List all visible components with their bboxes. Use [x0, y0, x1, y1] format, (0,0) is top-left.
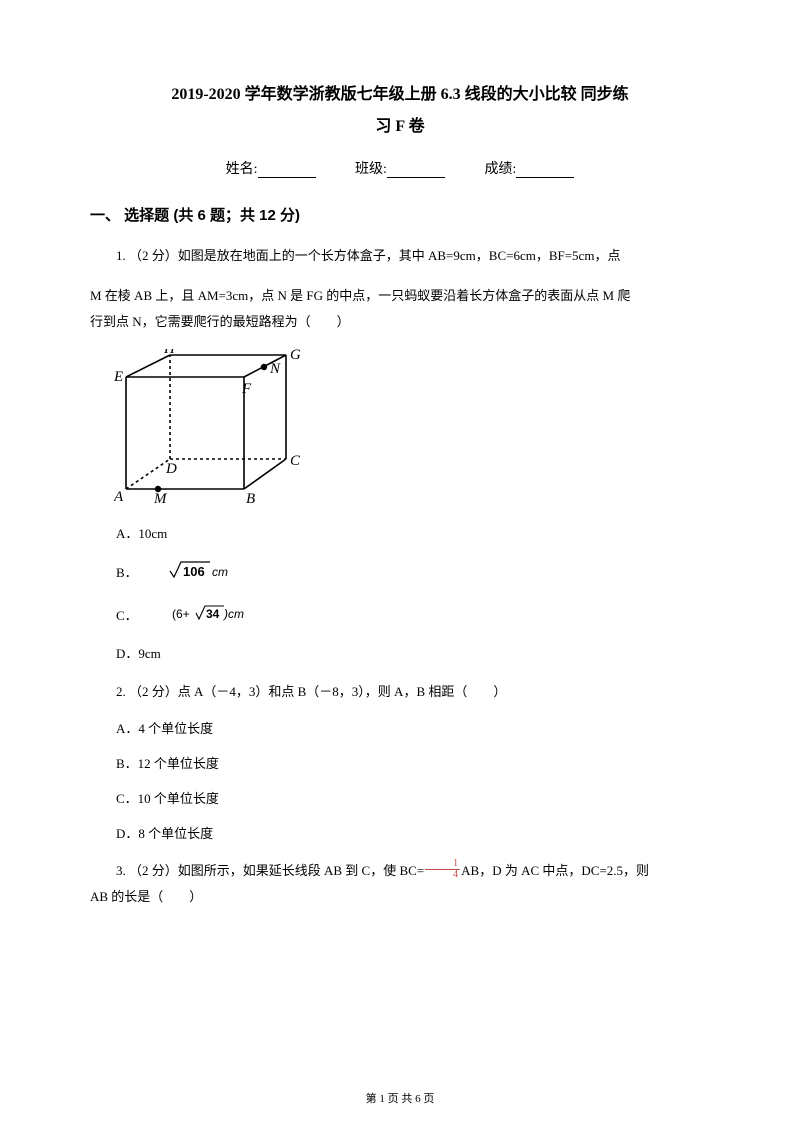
- q1-optc-label: C．: [90, 606, 138, 627]
- svg-text:E: E: [114, 369, 123, 385]
- svg-text:106: 106: [183, 564, 205, 579]
- svg-text:D: D: [165, 461, 177, 477]
- q1-option-a: A．10cm: [90, 524, 710, 545]
- svg-text:F: F: [241, 381, 252, 397]
- title-line-1: 2019-2020 学年数学浙教版七年级上册 6.3 线段的大小比较 同步练: [90, 80, 710, 104]
- section-1-header: 一、 选择题 (共 6 题；共 12 分): [90, 204, 710, 225]
- fraction-one-quarter-icon: 14: [425, 859, 460, 880]
- q2-option-d: D．8 个单位长度: [90, 824, 710, 845]
- svg-text:H: H: [163, 349, 176, 357]
- sqrt-106-icon: 106 cm: [142, 559, 238, 588]
- info-row: 姓名: 班级: 成绩:: [90, 158, 710, 178]
- name-label: 姓名:: [226, 162, 258, 177]
- class-label: 班级:: [355, 162, 387, 177]
- title-line-2: 习 F 卷: [90, 112, 710, 136]
- svg-text:N: N: [269, 361, 281, 377]
- q1-option-d: D．9cm: [90, 644, 710, 665]
- q1-optb-label: B．: [90, 563, 138, 584]
- q1-option-c: C． (6+ 34 )cm: [90, 602, 710, 631]
- svg-text:C: C: [290, 453, 300, 469]
- box-figure: A B C D E F G H M N: [114, 349, 710, 508]
- class-blank: [387, 164, 445, 178]
- q2-option-c: C．10 个单位长度: [90, 789, 710, 810]
- svg-text:(6+: (6+: [172, 607, 190, 621]
- svg-text:B: B: [246, 491, 255, 503]
- q2-line: 2. （2 分）点 A（－4，3）和点 B（－8，3），则 A，B 相距（ ）: [90, 679, 710, 705]
- q1-line3: 行到点 N，它需要爬行的最短路程为（ ）: [90, 309, 710, 335]
- svg-text:34: 34: [206, 607, 220, 621]
- q1-line2: M 在棱 AB 上，且 AM=3cm，点 N 是 FG 的中点，一只蚂蚁要沿着长…: [90, 283, 710, 309]
- svg-text:M: M: [153, 491, 168, 503]
- score-blank: [516, 164, 574, 178]
- expr-6-plus-sqrt34-icon: (6+ 34 )cm: [142, 602, 268, 631]
- q3-pre: 3. （2 分）如图所示，如果延长线段 AB 到 C，使 BC=: [116, 863, 424, 878]
- page-footer: 第 1 页 共 6 页: [0, 1090, 800, 1106]
- svg-text:G: G: [290, 349, 300, 363]
- q3-line2: AB 的长是（ ）: [90, 884, 710, 910]
- name-blank: [258, 164, 316, 178]
- q1-line1: 1. （2 分）如图是放在地面上的一个长方体盒子，其中 AB=9cm，BC=6c…: [90, 243, 710, 269]
- q3-line1: 3. （2 分）如图所示，如果延长线段 AB 到 C，使 BC=14AB，D 为…: [90, 858, 710, 884]
- score-label: 成绩:: [484, 162, 516, 177]
- q1-option-b: B． 106 cm: [90, 559, 710, 588]
- q2-option-b: B．12 个单位长度: [90, 754, 710, 775]
- q2-option-a: A．4 个单位长度: [90, 719, 710, 740]
- svg-text:cm: cm: [212, 565, 228, 579]
- q3-post: AB，D 为 AC 中点，DC=2.5，则: [461, 863, 649, 878]
- svg-text:A: A: [114, 489, 124, 503]
- svg-text:)cm: )cm: [222, 607, 244, 621]
